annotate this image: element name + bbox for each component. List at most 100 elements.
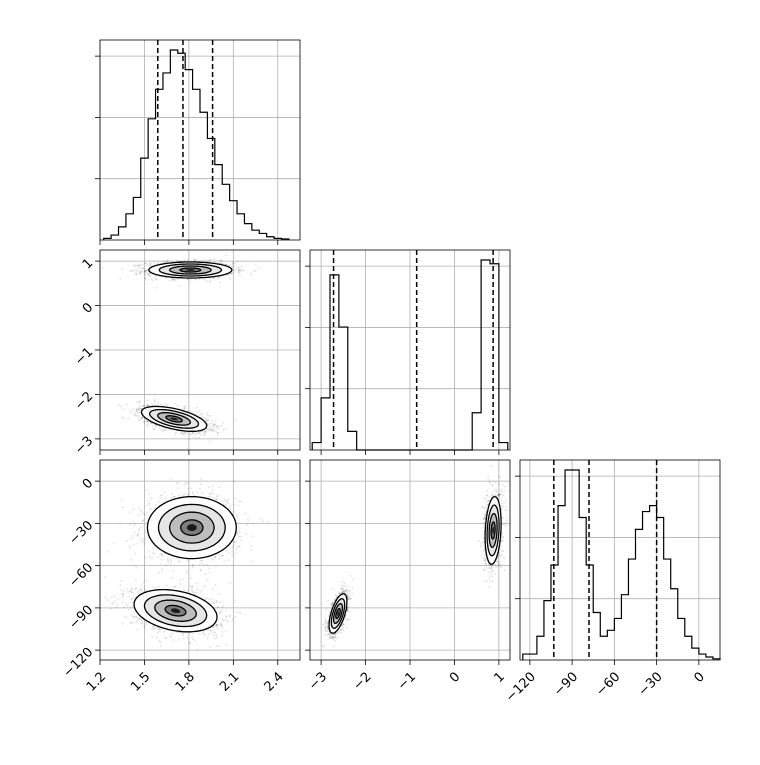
scatter-point	[241, 266, 243, 268]
scatter-point	[138, 528, 140, 530]
scatter-point	[229, 278, 231, 280]
scatter-point	[211, 630, 213, 632]
scatter-point	[145, 262, 147, 264]
scatter-point	[166, 403, 168, 405]
scatter-point	[147, 421, 149, 423]
scatter-point	[186, 572, 188, 574]
scatter-point	[225, 619, 227, 621]
scatter-point	[177, 558, 179, 560]
scatter-point	[130, 411, 132, 413]
scatter-point	[212, 424, 214, 426]
scatter-point	[141, 511, 143, 513]
scatter-point	[154, 403, 156, 405]
scatter-point	[129, 524, 131, 526]
scatter-point	[107, 551, 109, 553]
scatter-point	[111, 603, 113, 605]
scatter-point	[233, 270, 235, 272]
scatter-point	[215, 584, 217, 586]
scatter-point	[153, 547, 155, 549]
scatter-point	[121, 268, 123, 270]
scatter-point	[201, 492, 203, 494]
scatter-point	[199, 633, 201, 635]
scatter-point	[189, 432, 191, 434]
scatter-point	[185, 405, 187, 407]
scatter-point	[219, 282, 221, 284]
scatter-point	[157, 556, 159, 558]
scatter-point	[166, 260, 168, 262]
scatter-point	[235, 419, 237, 421]
scatter-point	[149, 509, 151, 511]
scatter-point	[238, 545, 240, 547]
scatter-point	[152, 279, 154, 281]
scatter-point	[180, 433, 182, 435]
scatter-point	[145, 622, 147, 624]
scatter-point	[139, 538, 141, 540]
scatter-point	[211, 420, 213, 422]
scatter-point	[227, 502, 229, 504]
scatter-point	[233, 511, 235, 513]
scatter-point	[137, 543, 139, 545]
scatter-point	[224, 499, 226, 501]
scatter-point	[130, 538, 132, 540]
scatter-point	[208, 487, 210, 489]
scatter-point	[222, 429, 224, 431]
scatter-point	[231, 554, 233, 556]
scatter-point	[200, 478, 202, 480]
scatter-point	[175, 432, 177, 434]
scatter-point	[143, 525, 145, 527]
scatter-point	[149, 274, 151, 276]
scatter-point	[217, 427, 219, 429]
scatter-point	[132, 409, 134, 411]
scatter-point	[154, 399, 156, 401]
scatter-point	[215, 425, 217, 427]
scatter-point	[184, 493, 186, 495]
scatter-point	[190, 281, 192, 283]
scatter-point	[185, 433, 187, 435]
scatter-point	[127, 418, 129, 420]
scatter-point	[187, 410, 189, 412]
scatter-point	[102, 267, 104, 269]
scatter-point	[235, 498, 237, 500]
scatter-point	[238, 272, 240, 274]
scatter-point	[170, 478, 172, 480]
scatter-point	[243, 269, 245, 271]
scatter-point	[215, 420, 217, 422]
scatter-point	[201, 414, 203, 416]
scatter-point	[209, 572, 211, 574]
scatter-point	[214, 638, 216, 640]
scatter-point	[136, 410, 138, 412]
scatter-point	[240, 501, 242, 503]
scatter-point	[160, 404, 162, 406]
scatter-point	[149, 551, 151, 553]
scatter-point	[137, 591, 139, 593]
scatter-point	[237, 261, 239, 263]
scatter-point	[193, 436, 195, 438]
scatter-point	[236, 532, 238, 534]
scatter-point	[200, 569, 202, 571]
scatter-point	[267, 521, 269, 523]
scatter-point	[216, 637, 218, 639]
scatter-point	[158, 501, 160, 503]
scatter-point	[129, 270, 131, 272]
scatter-point	[235, 548, 237, 550]
scatter-point	[171, 632, 173, 634]
scatter-point	[218, 426, 220, 428]
scatter-point	[161, 568, 163, 570]
scatter-point	[231, 551, 233, 553]
panel-frame	[520, 460, 720, 660]
scatter-point	[138, 515, 140, 517]
scatter-point	[210, 496, 212, 498]
scatter-point	[230, 582, 232, 584]
scatter-point	[222, 554, 224, 556]
scatter-point	[207, 579, 209, 581]
scatter-point	[165, 564, 167, 566]
histogram-panel-0	[95, 40, 300, 245]
scatter-point	[145, 556, 147, 558]
scatter-point	[142, 264, 144, 266]
scatter-point	[142, 538, 144, 540]
scatter-point	[122, 409, 124, 411]
scatter-point	[143, 543, 145, 545]
scatter-point	[226, 644, 228, 646]
scatter-point	[199, 488, 201, 490]
